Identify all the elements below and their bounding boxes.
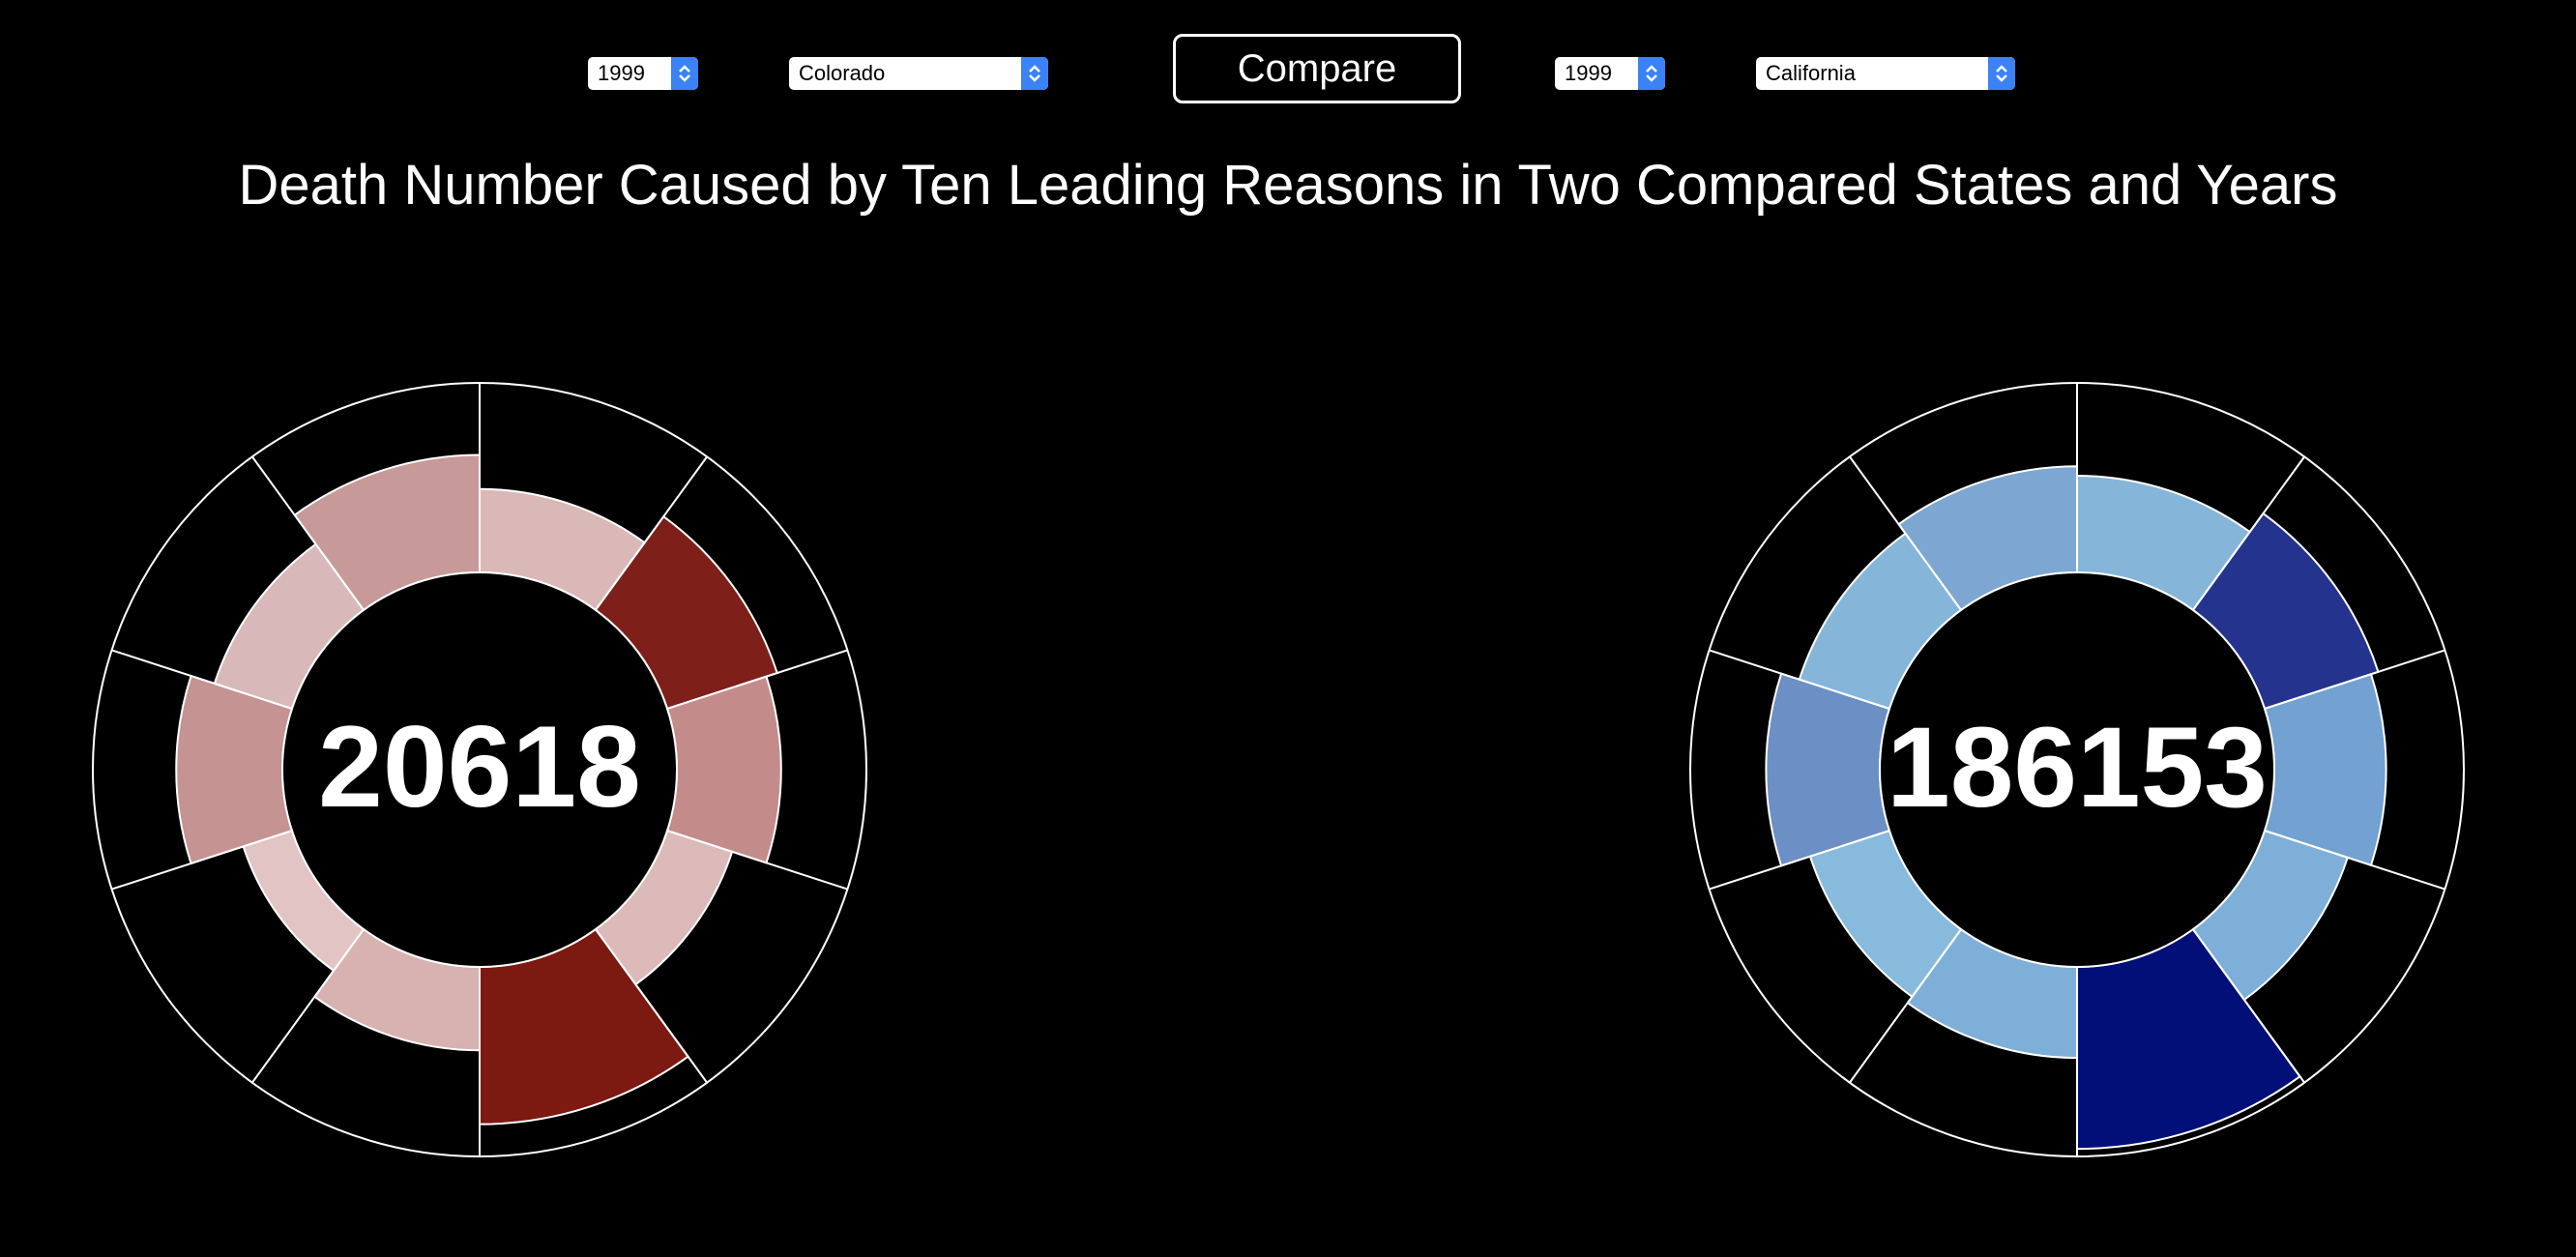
segment-divider-right-8: [1709, 830, 1890, 891]
state-select-left[interactable]: Colorado: [789, 57, 1048, 90]
year-select-left[interactable]: 1999: [588, 57, 698, 90]
total-deaths-right: 186153: [1887, 704, 2268, 832]
segment-divider-right-7: [1849, 928, 1962, 1084]
segment-divider-left-10: [251, 455, 365, 611]
compare-button[interactable]: Compare: [1173, 34, 1461, 103]
total-deaths-left: 20618: [318, 702, 641, 832]
state-select-right[interactable]: California: [1756, 57, 2015, 90]
segment-divider-right-4: [2264, 830, 2445, 891]
segment-divider-right-2: [2192, 455, 2305, 611]
state-select-right-value: California: [1766, 61, 1856, 85]
segment-divider-left-8: [111, 830, 293, 891]
segment-divider-right-3: [2264, 649, 2445, 710]
segment-divider-left-4: [666, 830, 848, 891]
segment-divider-left-9: [111, 649, 293, 710]
year-select-left-value: 1999: [598, 61, 645, 85]
chevron-updown-icon: [671, 57, 698, 90]
inner-circle-right: [1879, 571, 2275, 968]
segment-divider-left-3: [666, 649, 848, 710]
radial-chart-right: 186153: [1689, 382, 2465, 1157]
inner-circle-left: [281, 571, 678, 968]
radial-chart-left: 20618: [92, 382, 867, 1157]
segment-divider-left-7: [251, 928, 365, 1084]
segment-divider-right-5: [2192, 928, 2305, 1084]
chevron-updown-icon: [1021, 57, 1048, 90]
chevron-updown-icon: [1638, 57, 1665, 90]
segment-divider-right-10: [1849, 455, 1962, 611]
radial-bar-left-3[interactable]: [665, 675, 782, 864]
page-title: Death Number Caused by Ten Leading Reaso…: [238, 154, 2338, 217]
year-select-right[interactable]: 1999: [1555, 57, 1665, 90]
segment-divider-left-5: [595, 928, 708, 1084]
segment-divider-right-9: [1709, 649, 1890, 710]
chevron-updown-icon: [1988, 57, 2015, 90]
state-select-left-value: Colorado: [799, 61, 886, 85]
year-select-right-value: 1999: [1565, 61, 1612, 85]
segment-divider-left-2: [595, 455, 708, 611]
